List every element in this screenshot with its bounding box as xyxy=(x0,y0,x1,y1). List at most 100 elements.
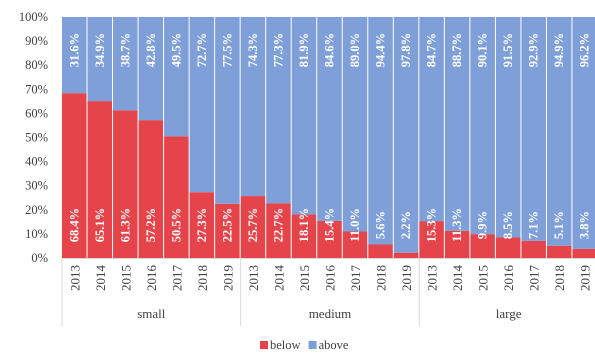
data-label-below: 8.5% xyxy=(501,211,515,239)
x-tick-label: 2015 xyxy=(297,265,312,291)
data-label-below: 25.7% xyxy=(246,208,260,242)
data-label-below: 68.4% xyxy=(67,208,81,242)
data-label-above: 97.8% xyxy=(399,33,413,67)
y-tick-label: 70% xyxy=(25,82,48,96)
data-label-above: 88.7% xyxy=(450,33,464,67)
bar-below-medium-2016 xyxy=(317,220,342,258)
x-tick-label: 2016 xyxy=(501,265,516,292)
data-label-below: 3.8% xyxy=(578,211,592,239)
bar-below-small-2015 xyxy=(113,110,138,258)
bar-below-medium-2013 xyxy=(240,196,266,258)
x-tick-label: 2019 xyxy=(220,265,235,291)
data-label-below: 5.1% xyxy=(552,211,566,239)
x-tick-label: 2014 xyxy=(450,265,465,292)
data-label-below: 27.3% xyxy=(195,208,209,242)
data-label-below: 22.5% xyxy=(220,208,234,242)
x-tick-label: 2013 xyxy=(425,265,440,291)
bar-below-small-2014 xyxy=(87,101,113,258)
y-axis: 0% 10% 20% 30% 40% 50% 60% 70% 80% 90% 100% xyxy=(19,10,48,265)
bar-above-medium-2018 xyxy=(368,17,393,245)
group-label-large: large xyxy=(496,306,522,321)
data-label-above: 94.9% xyxy=(552,33,566,67)
bar-above-large-2016 xyxy=(495,17,521,238)
bar-above-large-2018 xyxy=(546,17,572,246)
data-label-above: 72.7% xyxy=(195,33,209,67)
data-label-below: 18.1% xyxy=(297,208,311,242)
bar-above-medium-2014 xyxy=(266,17,291,204)
y-tick-label: 80% xyxy=(25,58,48,72)
bar-below-medium-2017 xyxy=(342,231,368,258)
bar-above-medium-2017 xyxy=(342,17,368,232)
data-label-below: 15.3% xyxy=(425,208,439,242)
x-tick-label: 2015 xyxy=(476,265,491,291)
data-label-below: 11.3% xyxy=(450,208,464,242)
legend-label-below: below xyxy=(270,338,301,352)
bar-above-medium-2015 xyxy=(291,17,317,215)
legend: below above xyxy=(260,338,349,352)
legend-label-above: above xyxy=(319,338,349,352)
x-tick-label: 2014 xyxy=(93,265,108,292)
bar-above-large-2019 xyxy=(572,17,595,249)
data-label-below: 2.2% xyxy=(399,211,413,239)
data-label-above: 38.7% xyxy=(118,33,132,67)
bar-above-large-2017 xyxy=(521,17,546,241)
y-tick-label: 30% xyxy=(25,179,48,193)
x-tick-label: 2013 xyxy=(246,265,261,291)
bar-above-large-2013 xyxy=(419,17,444,222)
data-label-below: 9.9% xyxy=(476,211,490,239)
data-label-below: 11.0% xyxy=(348,208,362,242)
data-label-above: 34.9% xyxy=(93,33,107,67)
bar-above-large-2015 xyxy=(470,17,495,235)
data-label-above: 81.9% xyxy=(297,33,311,67)
bar-below-small-2013 xyxy=(62,93,87,258)
x-tick-label: 2017 xyxy=(169,265,184,292)
bar-below-medium-2019 xyxy=(393,252,419,258)
x-tick-label: 2017 xyxy=(527,265,542,292)
data-label-below: 22.7% xyxy=(271,208,285,242)
x-axis: 2013 2014 2015 2016 2017 2018 2019 2013 2014 2015… xyxy=(61,258,595,326)
bar-above-medium-2013 xyxy=(240,17,266,197)
bar-below-large-2018 xyxy=(546,245,572,258)
data-label-above: 77.3% xyxy=(271,33,285,67)
data-label-below: 65.1% xyxy=(93,208,107,242)
y-tick-label: 0% xyxy=(31,251,48,265)
bar-below-large-2019 xyxy=(572,248,595,258)
group-label-small: small xyxy=(137,306,166,321)
data-label-above: 84.7% xyxy=(425,33,439,67)
data-label-above: 91.5% xyxy=(501,33,515,67)
data-label-above: 89.0% xyxy=(348,33,362,67)
bar-below-medium-2018 xyxy=(368,244,393,258)
bar-below-large-2016 xyxy=(495,237,521,258)
data-label-below: 15.4% xyxy=(323,208,337,242)
data-label-above: 31.6% xyxy=(67,33,81,67)
bar-below-large-2013 xyxy=(419,221,444,258)
bar-below-large-2015 xyxy=(470,234,495,258)
y-tick-label: 60% xyxy=(25,106,48,120)
bar-above-small-2015 xyxy=(113,17,138,111)
bar-above-large-2014 xyxy=(444,17,470,231)
group-label-medium: medium xyxy=(309,306,352,321)
data-label-above: 90.1% xyxy=(476,33,490,67)
bar-below-large-2017 xyxy=(521,240,546,258)
data-label-below: 7.1% xyxy=(527,211,541,239)
data-label-below: 61.3% xyxy=(118,208,132,242)
bar-above-small-2013 xyxy=(62,17,87,94)
y-tick-label: 50% xyxy=(25,131,48,145)
data-label-below: 57.2% xyxy=(144,208,158,242)
y-tick-label: 100% xyxy=(19,10,48,24)
x-tick-label: 2018 xyxy=(195,265,210,291)
bar-below-medium-2015 xyxy=(291,214,317,258)
x-tick-label: 2017 xyxy=(348,265,363,292)
bar-above-medium-2016 xyxy=(317,17,342,221)
data-label-above: 42.8% xyxy=(144,33,158,67)
x-tick-label: 2014 xyxy=(271,265,286,292)
bar-above-small-2016 xyxy=(138,17,164,121)
bar-below-large-2014 xyxy=(444,230,470,258)
y-tick-label: 20% xyxy=(25,203,48,217)
bar-above-small-2018 xyxy=(189,17,215,193)
bar-below-small-2018 xyxy=(189,192,215,258)
bar-above-medium-2019 xyxy=(393,17,419,253)
y-tick-label: 90% xyxy=(25,34,48,48)
x-tick-label: 2015 xyxy=(118,265,133,291)
bar-below-small-2016 xyxy=(138,120,164,258)
